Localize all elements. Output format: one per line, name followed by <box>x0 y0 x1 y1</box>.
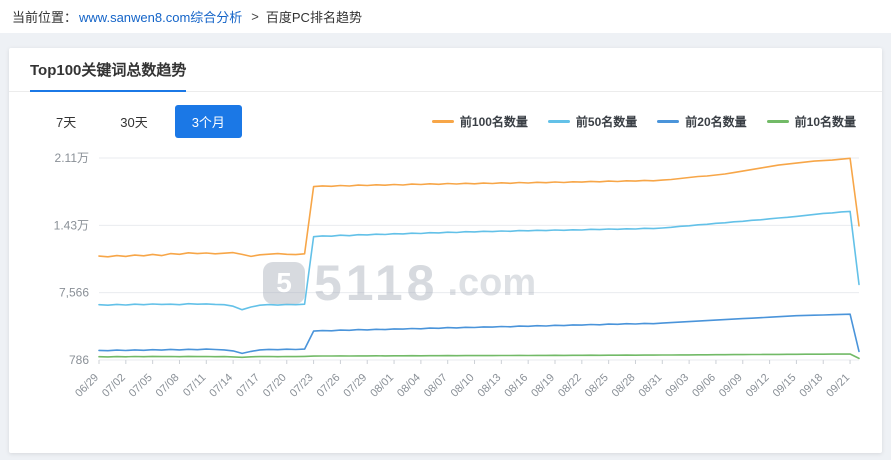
breadcrumb-link[interactable]: www.sanwen8.com综合分析 <box>79 10 243 25</box>
svg-text:07/14: 07/14 <box>207 372 235 400</box>
svg-text:08/01: 08/01 <box>368 372 396 400</box>
svg-text:09/03: 09/03 <box>663 372 691 400</box>
legend-label: 前100名数量 <box>459 115 528 129</box>
svg-text:07/11: 07/11 <box>181 372 208 399</box>
breadcrumb: 当前位置： www.sanwen8.com综合分析 > 百度PC排名趋势 <box>0 0 891 33</box>
svg-text:07/02: 07/02 <box>100 372 128 400</box>
svg-text:07/26: 07/26 <box>315 372 343 400</box>
legend-item-3[interactable]: 前10名数量 <box>766 113 856 130</box>
breadcrumb-current: 百度PC排名趋势 <box>265 10 362 25</box>
breadcrumb-prefix: 当前位置： <box>12 10 78 25</box>
svg-text:07/08: 07/08 <box>154 372 182 400</box>
svg-text:09/12: 09/12 <box>744 372 772 400</box>
svg-text:2.11万: 2.11万 <box>55 151 89 165</box>
legend-label: 前10名数量 <box>794 115 856 129</box>
svg-text:07/20: 07/20 <box>261 372 289 400</box>
legend-line-icon <box>766 120 789 123</box>
svg-text:08/28: 08/28 <box>610 372 638 400</box>
svg-text:07/17: 07/17 <box>234 372 262 400</box>
svg-text:07/23: 07/23 <box>288 372 316 400</box>
tab-30-days[interactable]: 30天 <box>120 115 148 130</box>
svg-text:07/05: 07/05 <box>127 372 155 400</box>
chart-legend: 前100名数量 前50名数量 前20名数量 前10名数量 <box>431 113 856 130</box>
chart-area: 5 5118 .com 2.11万 1.43万 7,566 786 06/29 07/02… <box>17 138 874 438</box>
svg-text:06/29: 06/29 <box>73 372 101 400</box>
legend-label: 前50名数量 <box>575 115 638 129</box>
card-header: Top100关键词总数趋势 <box>9 48 882 92</box>
tab-3-months[interactable]: 3个月 <box>174 105 242 138</box>
range-tabs: 7天 30天 3个月 <box>39 105 242 138</box>
legend-item-1[interactable]: 前50名数量 <box>547 113 638 130</box>
svg-text:08/16: 08/16 <box>502 372 530 400</box>
svg-text:08/22: 08/22 <box>556 372 584 400</box>
breadcrumb-separator: > <box>251 9 259 24</box>
tab-7-days[interactable]: 7天 <box>56 115 77 130</box>
legend-label: 前20名数量 <box>685 115 747 129</box>
svg-text:786: 786 <box>69 353 89 367</box>
legend-line-icon <box>657 120 680 123</box>
svg-text:08/04: 08/04 <box>395 372 423 400</box>
svg-text:09/15: 09/15 <box>771 372 799 400</box>
svg-text:1.43万: 1.43万 <box>54 218 89 232</box>
trend-card: Top100关键词总数趋势 7天 30天 3个月 前100名数量 前50名数量 前2… <box>9 48 882 453</box>
legend-line-icon <box>431 120 454 123</box>
svg-text:08/25: 08/25 <box>583 372 611 400</box>
svg-text:09/06: 09/06 <box>690 372 718 400</box>
svg-text:07/29: 07/29 <box>341 372 369 400</box>
page-title: Top100关键词总数趋势 <box>30 48 187 92</box>
svg-text:08/07: 08/07 <box>422 372 450 400</box>
svg-text:7,566: 7,566 <box>59 286 89 300</box>
svg-text:09/18: 09/18 <box>797 372 825 400</box>
svg-text:09/21: 09/21 <box>824 372 852 400</box>
legend-item-0[interactable]: 前100名数量 <box>431 113 528 130</box>
svg-text:08/10: 08/10 <box>449 372 477 400</box>
svg-text:08/19: 08/19 <box>529 372 557 400</box>
legend-line-icon <box>547 120 570 123</box>
svg-text:09/09: 09/09 <box>717 372 745 400</box>
legend-item-2[interactable]: 前20名数量 <box>657 113 747 130</box>
svg-text:08/31: 08/31 <box>636 372 664 400</box>
chart-controls: 7天 30天 3个月 前100名数量 前50名数量 前20名数量 前10名数量 <box>9 92 882 138</box>
svg-text:08/13: 08/13 <box>476 372 504 400</box>
